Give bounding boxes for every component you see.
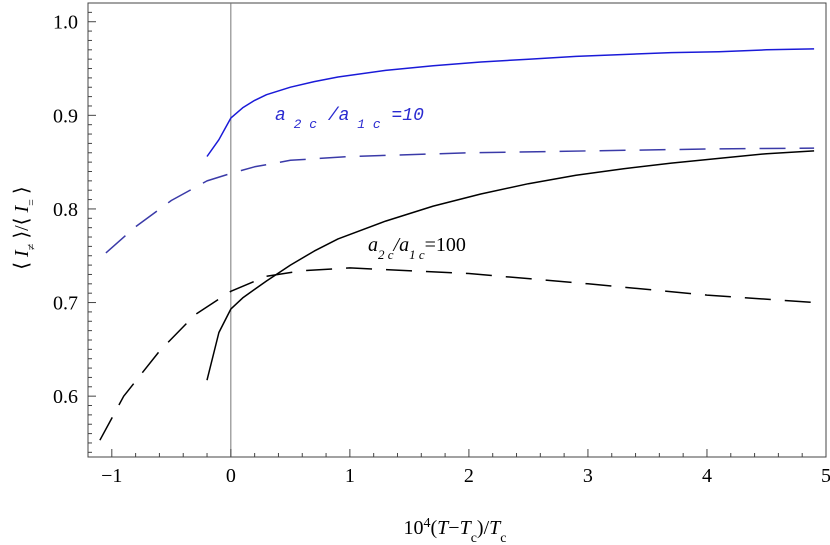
series-line-1-solid	[206, 48, 815, 157]
plot-frame	[87, 2, 827, 458]
y-tick-label: 1.0	[53, 12, 78, 34]
x-tick-label: −1	[101, 465, 122, 487]
annotation-ratio-100: a2 c/a1 c=100	[368, 234, 466, 262]
x-tick-label: 0	[226, 465, 236, 487]
series-line-4-dashed	[99, 267, 815, 441]
x-axis-title: 104(T−Tc)/Tc	[404, 516, 507, 545]
x-tick-label: 2	[464, 465, 474, 487]
x-tick-label: 1	[345, 465, 355, 487]
y-axis-title: ⟨ I≠ ⟩/⟨ I= ⟩	[11, 186, 38, 270]
series-layer	[99, 48, 815, 441]
series-line-2-dashed	[105, 147, 815, 254]
series-line-3-solid	[206, 150, 815, 381]
x-tick-label: 4	[702, 465, 712, 487]
x-tick-label: 5	[821, 465, 830, 487]
annotation-ratio-10: a 2 c /a 1 c =10	[275, 106, 424, 132]
y-tick-label: 0.8	[53, 199, 78, 221]
y-tick-label: 0.7	[53, 293, 78, 315]
y-tick-label: 0.6	[53, 386, 78, 408]
labels-layer: −1 0 1 2 3 4 5 0.6 0.7 0.8 0.9 1.0	[53, 12, 830, 487]
y-tick-label: 0.9	[53, 105, 78, 127]
ticks-layer	[87, 11, 827, 457]
plot-border	[87, 2, 827, 458]
x-tick-label: 3	[583, 465, 593, 487]
